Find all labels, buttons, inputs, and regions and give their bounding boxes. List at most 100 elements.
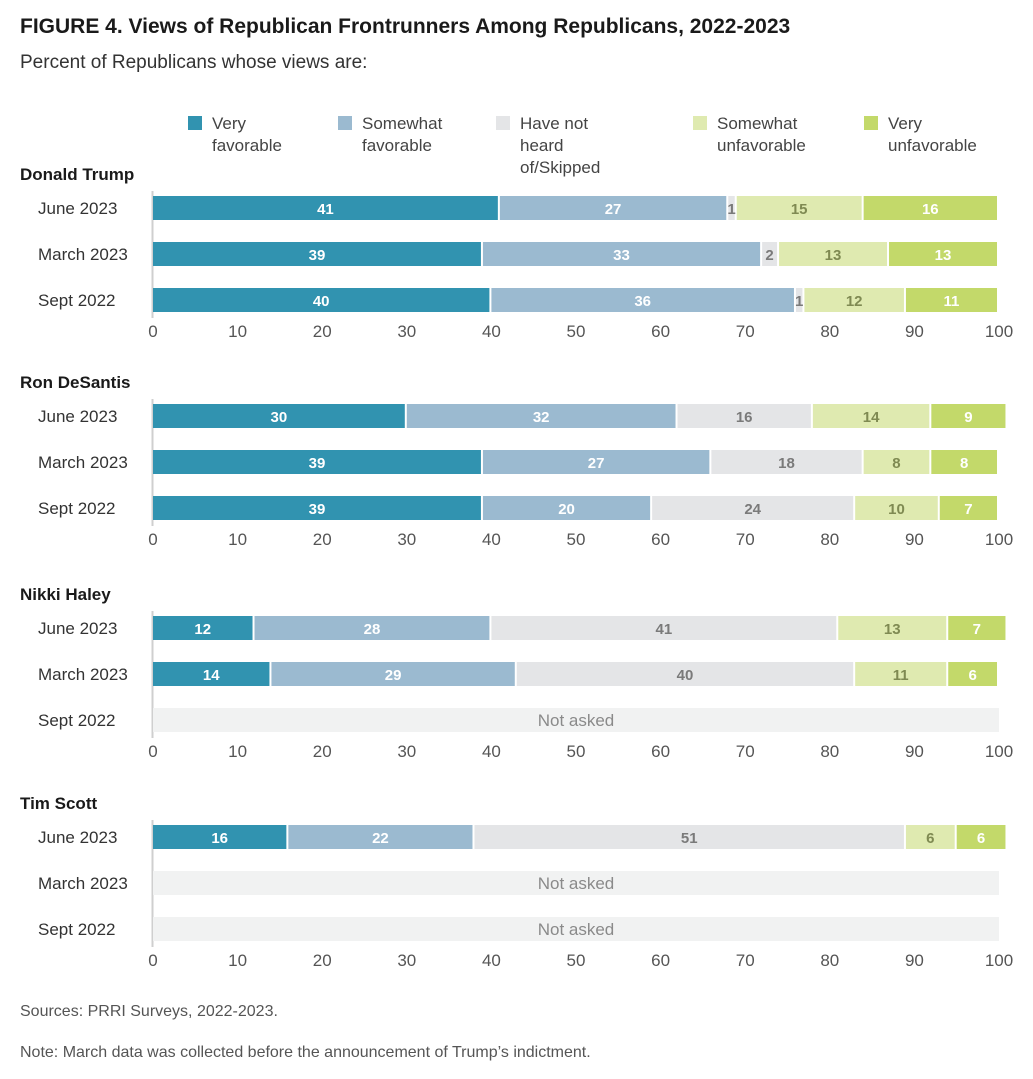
data-label: 11: [893, 667, 909, 684]
data-label: 28: [364, 621, 381, 638]
tick-label: 40: [482, 322, 501, 341]
tick-label: 70: [736, 530, 755, 549]
tick-label: 60: [651, 322, 670, 341]
data-label: 14: [203, 667, 220, 684]
tick-label: 40: [482, 530, 501, 549]
bar-segment-very-favorable: [153, 450, 481, 474]
row-label: Sept 2022: [38, 711, 116, 730]
tick-label: 100: [985, 951, 1013, 970]
tick-label: 70: [736, 951, 755, 970]
not-asked-bar: [153, 708, 999, 732]
bar-segment-somewhat-unfavorable: [905, 825, 955, 849]
bar-segment-somewhat-unfavorable: [779, 242, 888, 266]
legend-swatch-somewhat-favorable: [338, 116, 352, 130]
bar-segment-somewhat-unfavorable: [736, 196, 862, 220]
panel-title: Nikki Haley: [20, 585, 111, 604]
tick-label: 80: [820, 742, 839, 761]
row-label: Sept 2022: [38, 291, 116, 310]
data-label: 36: [634, 293, 651, 310]
row-label: June 2023: [38, 199, 117, 218]
bar-segment-somewhat-favorable: [406, 404, 676, 428]
tick-label: 50: [567, 951, 586, 970]
row-label: June 2023: [38, 828, 117, 847]
data-label: 40: [677, 667, 694, 684]
bar-segment-not-heard: [711, 450, 862, 474]
tick-label: 40: [482, 742, 501, 761]
data-label: 8: [892, 455, 900, 472]
data-label: 11: [944, 293, 960, 310]
legend-swatch-very-favorable: [188, 116, 202, 130]
tick-label: 20: [313, 530, 332, 549]
tick-label: 80: [820, 322, 839, 341]
bar-segment-very-unfavorable: [948, 616, 1006, 640]
not-asked-label: Not asked: [538, 920, 615, 939]
bar-segment-very-unfavorable: [889, 242, 997, 266]
tick-label: 90: [905, 951, 924, 970]
row-label: March 2023: [38, 874, 128, 893]
bar-segment-very-unfavorable: [931, 450, 997, 474]
bar-segment-somewhat-favorable: [482, 450, 710, 474]
footnote: Note: March data was collected before th…: [20, 1044, 591, 1061]
bar-segment-very-unfavorable: [863, 196, 997, 220]
data-label: 16: [922, 201, 939, 218]
bar-segment-not-heard: [762, 242, 778, 266]
bar-segment-very-unfavorable: [956, 825, 1006, 849]
data-label: 22: [372, 830, 389, 847]
row-label: June 2023: [38, 407, 117, 426]
legend-swatch-somewhat-unfavorable: [693, 116, 707, 130]
tick-label: 80: [820, 530, 839, 549]
data-label: 39: [309, 501, 326, 518]
legend-swatch-not-heard: [496, 116, 510, 130]
data-label: 24: [744, 501, 761, 518]
data-label: 6: [926, 830, 934, 847]
bar-segment-very-favorable: [153, 616, 253, 640]
bar-segment-not-heard: [728, 196, 735, 220]
tick-label: 70: [736, 322, 755, 341]
bar-segment-very-favorable: [153, 662, 270, 686]
tick-label: 100: [985, 530, 1013, 549]
row-label: Sept 2022: [38, 499, 116, 518]
tick-label: 30: [397, 742, 416, 761]
data-label: 51: [681, 830, 698, 847]
bar-segment-very-unfavorable: [948, 662, 997, 686]
tick-label: 20: [313, 322, 332, 341]
sources-note: Sources: PRRI Surveys, 2022-2023.: [20, 1003, 278, 1020]
bar-segment-not-heard: [652, 496, 854, 520]
data-label: 13: [884, 621, 901, 638]
tick-label: 10: [228, 322, 247, 341]
panel-title: Tim Scott: [20, 794, 97, 813]
not-asked-bar: [153, 871, 999, 895]
tick-label: 40: [482, 951, 501, 970]
bar-segment-somewhat-unfavorable: [804, 288, 904, 312]
bar-segment-somewhat-favorable: [254, 616, 490, 640]
bar-segment-very-favorable: [153, 196, 498, 220]
panel-title: Ron DeSantis: [20, 373, 131, 392]
bar-segment-very-favorable: [153, 242, 481, 266]
bar-segment-not-heard: [516, 662, 854, 686]
row-label: March 2023: [38, 453, 128, 472]
bar-segment-not-heard: [491, 616, 837, 640]
tick-label: 70: [736, 742, 755, 761]
bar-segment-very-unfavorable: [939, 496, 997, 520]
data-label: 39: [309, 247, 326, 264]
not-asked-label: Not asked: [538, 874, 615, 893]
tick-label: 50: [567, 742, 586, 761]
tick-label: 0: [148, 742, 157, 761]
data-label: 41: [317, 201, 334, 218]
data-label: 14: [863, 409, 880, 426]
bar-segment-very-favorable: [153, 404, 405, 428]
data-label: 33: [613, 247, 630, 264]
bar-segment-somewhat-favorable: [499, 196, 727, 220]
tick-label: 0: [148, 322, 157, 341]
row-label: March 2023: [38, 245, 128, 264]
data-label: 13: [825, 247, 842, 264]
data-label: 16: [736, 409, 753, 426]
data-label: 32: [533, 409, 550, 426]
bar-segment-not-heard: [474, 825, 904, 849]
data-label: 16: [211, 830, 228, 847]
data-label: 30: [271, 409, 288, 426]
data-label: 18: [778, 455, 795, 472]
bar-segment-somewhat-unfavorable: [812, 404, 930, 428]
not-asked-bar: [153, 917, 999, 941]
